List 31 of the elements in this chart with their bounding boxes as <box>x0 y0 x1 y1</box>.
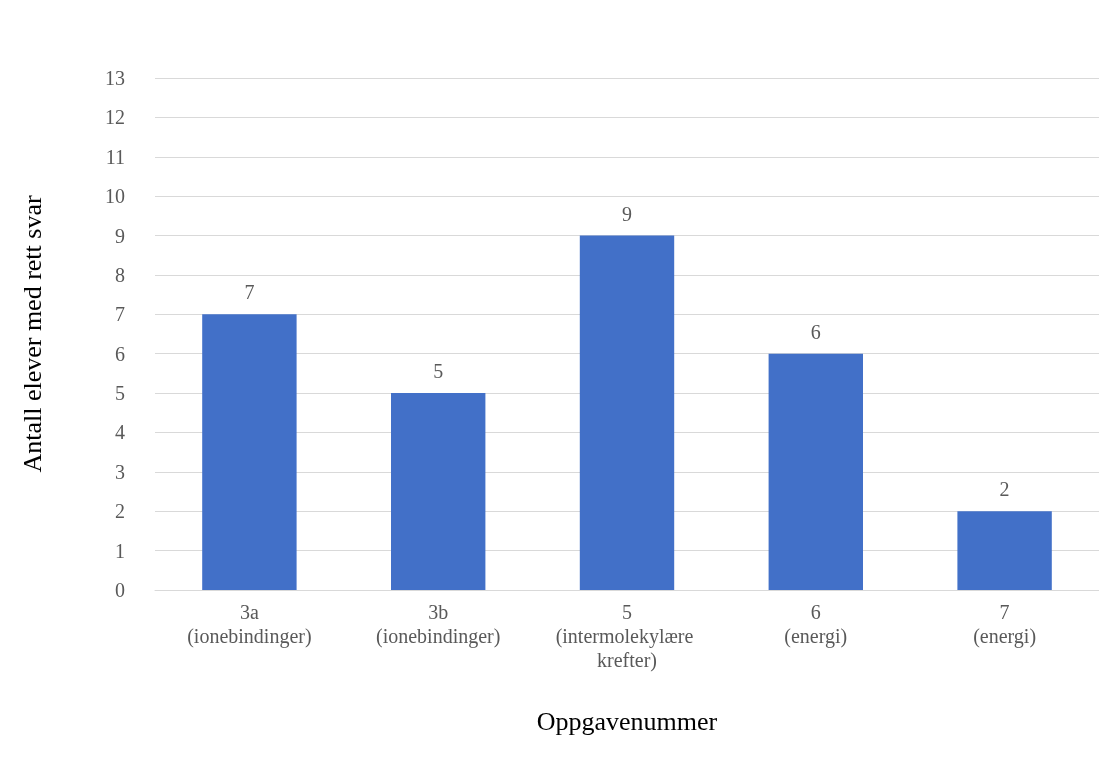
y-tick-label: 5 <box>115 382 125 405</box>
y-tick-label: 9 <box>115 224 125 247</box>
y-tick-label: 12 <box>105 106 125 129</box>
y-tick-label: 0 <box>115 579 125 601</box>
bar <box>391 393 486 590</box>
y-tick-label: 8 <box>115 263 125 286</box>
bar <box>579 235 675 590</box>
bar <box>768 353 863 590</box>
data-label: 7 <box>244 281 255 304</box>
x-tick-label: 3a (ionebindinger) <box>187 601 312 648</box>
y-tick-label: 10 <box>105 185 125 208</box>
y-tick-label: 6 <box>115 342 125 365</box>
x-tick-label: 5 (intermolekylære krefter) <box>555 601 699 672</box>
x-tick-label: 3b (ionebindinger) <box>376 601 501 648</box>
y-tick-label: 7 <box>115 303 125 326</box>
y-tick-label: 3 <box>115 460 125 483</box>
y-tick-label: 1 <box>115 539 125 562</box>
x-tick-label: 6 (energi) <box>784 601 848 648</box>
y-tick-label: 4 <box>115 421 125 444</box>
bar <box>202 314 297 590</box>
x-axis-title: Oppgavenummer <box>536 706 718 736</box>
bar <box>957 511 1052 590</box>
x-tick-label: 7 (energi) <box>973 601 1037 648</box>
data-label: 6 <box>810 320 821 343</box>
data-label: 5 <box>433 360 444 383</box>
y-axis-title: Antall elever med rett svar <box>17 195 47 473</box>
y-tick-label: 11 <box>105 145 125 168</box>
y-tick-label: 2 <box>115 500 125 523</box>
y-tick-label: 13 <box>105 67 125 89</box>
data-label: 9 <box>622 202 632 225</box>
data-label: 2 <box>999 478 1010 501</box>
